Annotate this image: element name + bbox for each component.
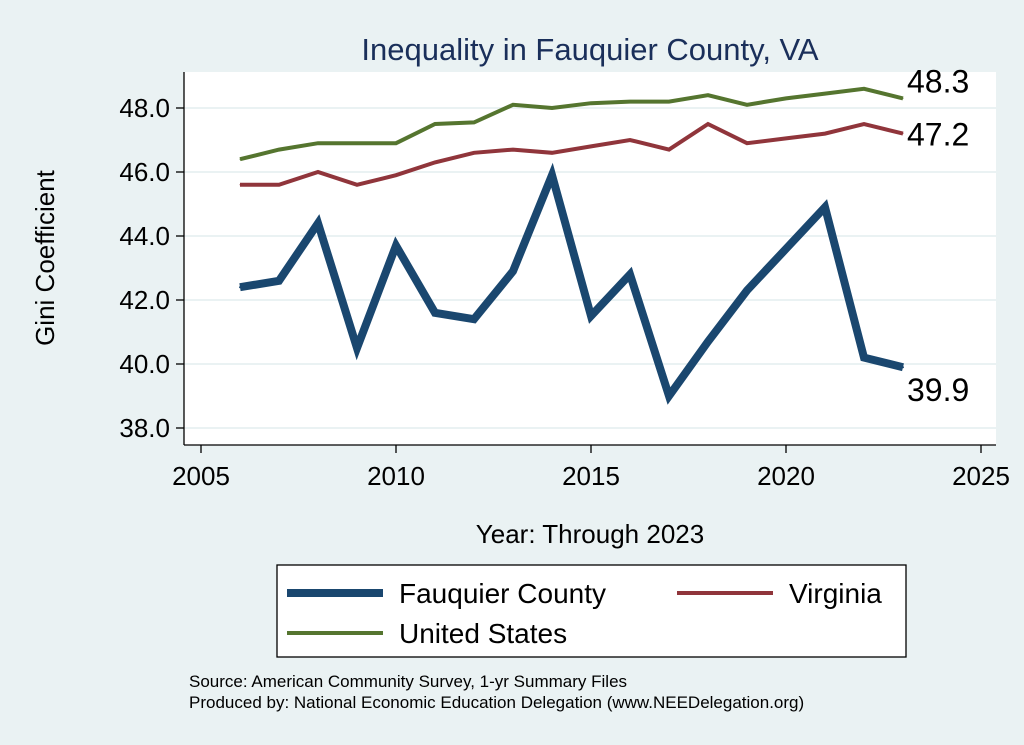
chart-title: Inequality in Fauquier County, VA xyxy=(361,32,819,67)
x-tick-label-1: 2010 xyxy=(367,461,425,491)
data-point-fauquier-county-2020 xyxy=(785,247,787,250)
end-labels: 39.9 47.2 48.3 xyxy=(907,63,969,408)
data-point-united-states-2021 xyxy=(824,93,826,95)
y-tick-label-0: 38.0 xyxy=(119,413,170,443)
y-tick-label-5: 48.0 xyxy=(119,93,170,123)
end-label-virginia: 47.2 xyxy=(907,117,969,153)
data-point-united-states-2014 xyxy=(551,107,553,109)
y-gridline-5 xyxy=(184,107,996,109)
plot-area xyxy=(184,72,996,445)
data-point-fauquier-county-2011 xyxy=(434,311,436,314)
data-point-fauquier-county-2021 xyxy=(824,206,826,209)
x-tick-label-0: 2005 xyxy=(172,461,230,491)
data-point-virginia-2018 xyxy=(707,123,709,125)
y-gridline-0 xyxy=(184,427,996,429)
data-point-fauquier-county-2015 xyxy=(590,315,592,317)
data-point-virginia-2022 xyxy=(863,123,865,125)
data-point-virginia-2013 xyxy=(512,149,514,151)
x-tick-label-2: 2015 xyxy=(562,461,620,491)
data-point-united-states-2007 xyxy=(278,149,280,151)
data-point-virginia-2016 xyxy=(629,139,631,141)
data-point-virginia-2007 xyxy=(278,184,280,186)
data-point-fauquier-county-2017 xyxy=(668,395,670,397)
end-label-fauquier-county: 39.9 xyxy=(907,372,969,408)
legend-box xyxy=(276,564,907,658)
series-line-virginia xyxy=(240,121,904,187)
legend-label-fauquier-county: Fauquier County xyxy=(399,578,606,609)
series-line-united-states xyxy=(239,86,904,162)
y-axis-title: Gini Coefficient xyxy=(30,169,60,346)
data-point-virginia-2019 xyxy=(746,142,748,144)
y-tick-label-4: 46.0 xyxy=(119,157,170,187)
end-label-united-states: 48.3 xyxy=(907,63,969,99)
data-point-virginia-2023 xyxy=(902,133,904,135)
data-point-united-states-2023 xyxy=(902,97,904,99)
data-point-united-states-2008 xyxy=(317,142,319,144)
x-axis-title: Year: Through 2023 xyxy=(476,519,704,549)
data-point-fauquier-county-2019 xyxy=(746,289,748,292)
y-gridline-1 xyxy=(184,363,996,365)
data-point-virginia-2021 xyxy=(824,133,826,135)
y-tick-label-2: 42.0 xyxy=(119,285,170,315)
data-point-virginia-2015 xyxy=(590,145,592,147)
y-ticks: 38.0 40.0 42.0 44.0 46.0 48.0 xyxy=(119,93,184,443)
data-point-united-states-2011 xyxy=(434,123,436,125)
data-point-virginia-2020 xyxy=(785,137,787,139)
data-point-united-states-2016 xyxy=(629,101,631,103)
data-point-virginia-2011 xyxy=(434,161,436,163)
data-point-fauquier-county-2007 xyxy=(278,279,280,282)
y-tick-label-1: 40.0 xyxy=(119,349,170,379)
data-point-fauquier-county-2014 xyxy=(551,174,553,177)
x-tick-label-4: 2025 xyxy=(952,461,1010,491)
data-point-fauquier-county-2008 xyxy=(317,222,319,225)
produced-by-note: Produced by: National Economic Education… xyxy=(189,693,804,712)
data-point-fauquier-county-2016 xyxy=(629,273,631,276)
data-point-united-states-2022 xyxy=(863,88,865,90)
data-point-united-states-2012 xyxy=(473,121,475,123)
data-point-fauquier-county-2023 xyxy=(902,366,904,369)
data-point-fauquier-county-2009 xyxy=(356,347,358,349)
data-point-virginia-2014 xyxy=(551,152,553,154)
y-gridline-4 xyxy=(184,171,996,173)
data-point-fauquier-county-2018 xyxy=(707,340,709,343)
data-point-virginia-2010 xyxy=(395,174,397,176)
data-point-united-states-2010 xyxy=(395,142,397,144)
data-point-virginia-2006 xyxy=(239,184,241,186)
data-point-fauquier-county-2013 xyxy=(512,270,514,273)
data-point-virginia-2012 xyxy=(473,152,475,154)
x-tick-label-3: 2020 xyxy=(757,461,815,491)
legend: Fauquier County Virginia United States xyxy=(276,564,907,658)
data-point-united-states-2020 xyxy=(785,97,787,99)
data-point-united-states-2006 xyxy=(239,158,241,160)
x-ticks: 2005 2010 2015 2020 2025 xyxy=(172,445,1010,491)
data-point-fauquier-county-2006 xyxy=(239,286,241,289)
y-tick-label-3: 44.0 xyxy=(119,221,170,251)
data-point-united-states-2013 xyxy=(512,104,514,106)
data-point-united-states-2019 xyxy=(746,104,748,106)
legend-label-virginia: Virginia xyxy=(789,578,882,609)
data-point-fauquier-county-2022 xyxy=(863,356,865,359)
data-point-united-states-2018 xyxy=(707,94,709,96)
data-point-virginia-2008 xyxy=(317,171,319,173)
series-lines xyxy=(239,86,904,405)
series-line-fauquier-county xyxy=(239,162,904,405)
data-point-virginia-2009 xyxy=(356,184,358,186)
legend-label-united-states: United States xyxy=(399,618,567,649)
data-point-fauquier-county-2012 xyxy=(473,318,475,321)
data-point-virginia-2017 xyxy=(668,149,670,151)
data-point-united-states-2017 xyxy=(668,101,670,103)
data-point-united-states-2015 xyxy=(590,102,592,104)
y-gridline-3 xyxy=(184,235,996,237)
source-note: Source: American Community Survey, 1-yr … xyxy=(189,672,627,691)
data-point-united-states-2009 xyxy=(356,142,358,144)
data-point-fauquier-county-2010 xyxy=(395,244,397,247)
